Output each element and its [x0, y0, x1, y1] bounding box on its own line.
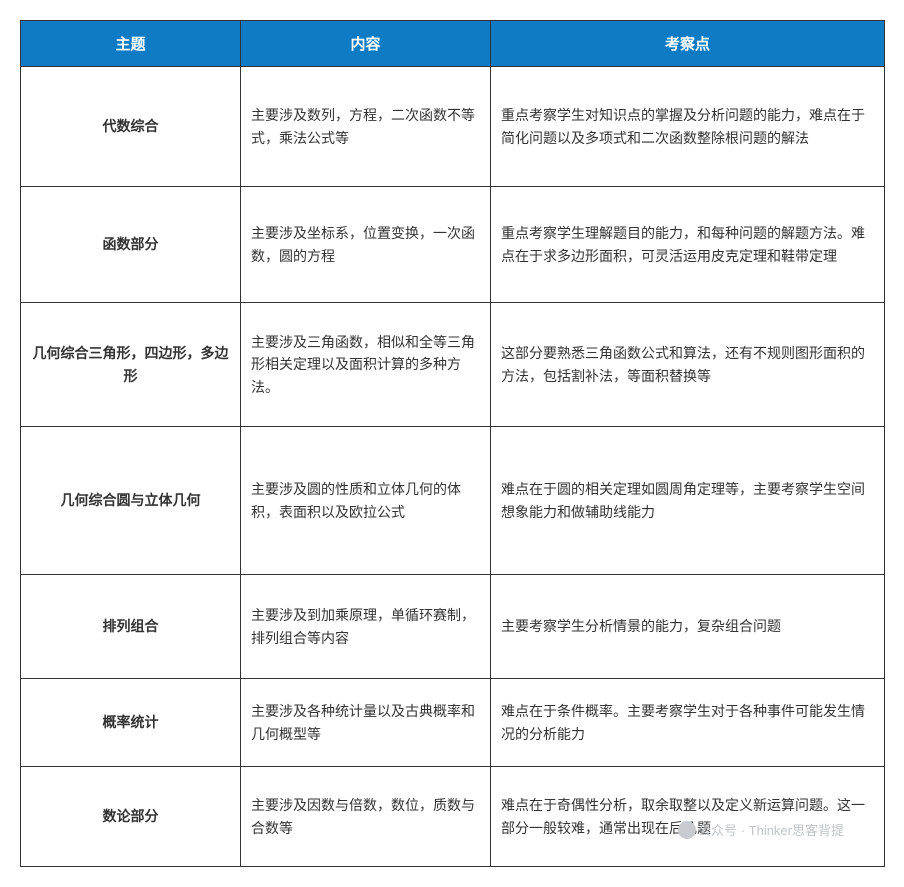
cell-exam: 重点考察学生理解题目的能力，和每种问题的解题方法。难点在于求多边形面积，可灵活运… [491, 187, 885, 303]
watermark-text: 公众号 · Thinker思客背提 [698, 820, 844, 839]
cell-content: 主要涉及三角函数，相似和全等三角形相关定理以及面积计算的多种方法。 [241, 303, 491, 427]
cell-topic: 几何综合三角形，四边形，多边形 [21, 303, 241, 427]
cell-exam: 重点考察学生对知识点的掌握及分析问题的能力，难点在于简化问题以及多项式和二次函数… [491, 67, 885, 187]
cell-exam: 难点在于条件概率。主要考察学生对于各种事件可能发生情况的分析能力 [491, 679, 885, 767]
table-row: 函数部分 主要涉及坐标系，位置变换，一次函数，圆的方程 重点考察学生理解题目的能… [21, 187, 885, 303]
cell-content: 主要涉及坐标系，位置变换，一次函数，圆的方程 [241, 187, 491, 303]
table-row: 几何综合圆与立体几何 主要涉及圆的性质和立体几何的体积，表面积以及欧拉公式 难点… [21, 427, 885, 575]
cell-exam: 难点在于圆的相关定理如圆周角定理等，主要考察学生空间想象能力和做辅助线能力 [491, 427, 885, 575]
col-header-content: 内容 [241, 21, 491, 67]
cell-topic: 函数部分 [21, 187, 241, 303]
cell-exam: 这部分要熟悉三角函数公式和算法，还有不规则图形面积的方法，包括割补法，等面积替换… [491, 303, 885, 427]
cell-content: 主要涉及各种统计量以及古典概率和几何概型等 [241, 679, 491, 767]
cell-exam: 主要考察学生分析情景的能力，复杂组合问题 [491, 575, 885, 679]
cell-content: 主要涉及数列，方程，二次函数不等式，乘法公式等 [241, 67, 491, 187]
cell-content: 主要涉及圆的性质和立体几何的体积，表面积以及欧拉公式 [241, 427, 491, 575]
table-header-row: 主题 内容 考察点 [21, 21, 885, 67]
table-row: 几何综合三角形，四边形，多边形 主要涉及三角函数，相似和全等三角形相关定理以及面… [21, 303, 885, 427]
cell-content: 主要涉及因数与倍数，数位，质数与合数等 [241, 767, 491, 867]
watermark-icon [678, 821, 696, 839]
table-row: 代数综合 主要涉及数列，方程，二次函数不等式，乘法公式等 重点考察学生对知识点的… [21, 67, 885, 187]
cell-topic: 数论部分 [21, 767, 241, 867]
cell-topic: 概率统计 [21, 679, 241, 767]
cell-topic: 代数综合 [21, 67, 241, 187]
cell-content: 主要涉及到加乘原理，单循环赛制，排列组合等内容 [241, 575, 491, 679]
watermark: 公众号 · Thinker思客背提 [678, 820, 844, 839]
curriculum-table: 主题 内容 考察点 代数综合 主要涉及数列，方程，二次函数不等式，乘法公式等 重… [20, 20, 885, 867]
table-row: 数论部分 主要涉及因数与倍数，数位，质数与合数等 难点在于奇偶性分析，取余取整以… [21, 767, 885, 867]
cell-exam: 难点在于奇偶性分析，取余取整以及定义新运算问题。这一部分一般较难，通常出现在后几… [491, 767, 885, 867]
table-row: 概率统计 主要涉及各种统计量以及古典概率和几何概型等 难点在于条件概率。主要考察… [21, 679, 885, 767]
cell-topic: 几何综合圆与立体几何 [21, 427, 241, 575]
cell-topic: 排列组合 [21, 575, 241, 679]
col-header-exam: 考察点 [491, 21, 885, 67]
table-row: 排列组合 主要涉及到加乘原理，单循环赛制，排列组合等内容 主要考察学生分析情景的… [21, 575, 885, 679]
col-header-topic: 主题 [21, 21, 241, 67]
